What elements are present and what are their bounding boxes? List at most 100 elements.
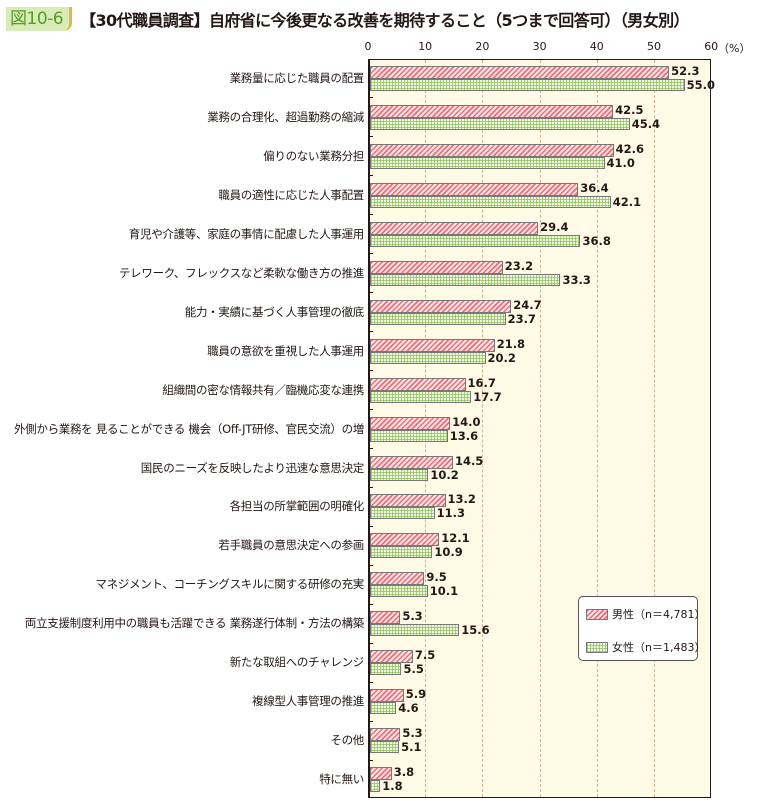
category-tick <box>368 97 373 99</box>
bar-male <box>370 572 425 586</box>
legend-label-male: 男性（n＝4,781） <box>612 608 706 621</box>
category-label: マネジメント、コーチングスキルに関する研修の充実 <box>95 577 364 592</box>
category-label: 職員の適性に応じた人事配置 <box>218 187 364 202</box>
bar-female <box>370 195 611 208</box>
value-label-male: 29.4 <box>540 219 569 234</box>
value-label-male: 5.9 <box>405 687 427 702</box>
legend-label-female: 女性（n＝1,483） <box>612 641 706 654</box>
bar-male <box>370 104 614 118</box>
gridline <box>539 60 541 797</box>
bar-female <box>370 468 429 481</box>
bar-female <box>370 741 400 754</box>
female-grid-swatch-icon <box>586 641 608 653</box>
bar-male <box>370 66 670 79</box>
legend-item-female: 女性（n＝1,483） <box>586 639 705 655</box>
bar-female <box>370 780 381 793</box>
legend-item-male: 男性（n＝4,781） <box>586 606 705 622</box>
value-label-male: 16.7 <box>467 375 496 390</box>
bar-male <box>370 455 453 469</box>
category-tick <box>368 486 373 488</box>
category-tick <box>368 759 373 761</box>
category-tick <box>368 331 373 333</box>
category-label: 業務量に応じた職員の配置 <box>229 71 365 85</box>
x-tick-label: 30 <box>532 40 547 53</box>
category-label: 外側から業務を 見ることができる 機会（Off-JT研修、官民交流）の増 <box>13 421 364 436</box>
value-label-female: 15.6 <box>461 623 490 638</box>
bar-male <box>370 767 392 781</box>
value-label-male: 9.5 <box>426 570 447 585</box>
value-label-female: 55.0 <box>686 78 715 92</box>
category-tick <box>368 720 373 722</box>
value-label-female: 33.3 <box>562 272 591 287</box>
category-tick <box>368 370 373 372</box>
category-tick <box>368 525 373 527</box>
bar-male <box>370 377 466 391</box>
category-label: テレワーク、フレックスなど柔軟な働き方の推進 <box>118 265 364 280</box>
category-tick <box>368 603 373 605</box>
value-label-male: 7.5 <box>414 648 436 663</box>
category-label: 職員の意欲を重視した人事運用 <box>207 343 364 358</box>
category-tick <box>368 448 373 450</box>
value-label-female: 1.8 <box>382 779 403 794</box>
value-label-female: 13.6 <box>449 428 479 443</box>
bar-female <box>370 156 605 169</box>
category-tick <box>368 136 373 138</box>
bar-male <box>370 689 404 703</box>
value-label-female: 42.1 <box>612 194 642 209</box>
category-tick <box>368 681 373 683</box>
gridline <box>482 60 484 797</box>
value-label-male: 42.5 <box>615 102 644 117</box>
bar-female <box>370 507 435 520</box>
bar-female <box>370 546 433 559</box>
gridline <box>654 60 655 797</box>
value-label-female: 20.2 <box>487 350 516 365</box>
value-label-female: 36.8 <box>582 233 611 248</box>
bar-female <box>370 702 397 715</box>
category-tick <box>368 253 373 255</box>
category-label: 能力・実績に基づく人事管理の徹底 <box>184 304 365 319</box>
value-label-female: 41.0 <box>606 155 635 170</box>
x-tick-label: 0 <box>364 40 372 53</box>
legend: 男性（n＝4,781） 女性（n＝1,483） <box>578 596 705 661</box>
category-label: 特に無い <box>319 772 364 787</box>
category-label: 国民のニーズを反映したより迅速な意思決定 <box>140 460 365 475</box>
x-tick-label: 10 <box>418 40 433 53</box>
value-label-female: 5.1 <box>401 740 422 755</box>
value-label-male: 13.2 <box>447 492 476 507</box>
category-label: 育児や介護等、家庭の事情に配慮した人事運用 <box>128 226 365 241</box>
bar-male <box>370 299 512 313</box>
bar-female <box>370 429 448 442</box>
value-label-male: 5.3 <box>402 726 423 741</box>
x-tick-label: 20 <box>475 40 490 53</box>
bar-male <box>370 728 401 742</box>
category-label: 組織間の密な情報共有／臨機応変な連携 <box>162 382 364 397</box>
bar-female <box>370 351 486 364</box>
category-label: 新たな取組へのチャレンジ <box>229 655 365 670</box>
value-label-male: 5.3 <box>402 609 423 624</box>
bar-female <box>370 585 428 598</box>
value-label-female: 23.7 <box>507 311 536 326</box>
category-label: 各担当の所掌範囲の明確化 <box>229 499 365 514</box>
x-axis-unit: （%） <box>718 42 751 55</box>
value-label-female: 5.5 <box>403 662 424 677</box>
value-label-female: 10.1 <box>429 584 459 599</box>
x-tick-label: 60 <box>704 40 719 53</box>
bar-female <box>370 390 472 403</box>
bar-male <box>370 416 451 430</box>
category-label: その他 <box>330 733 364 748</box>
value-label-male: 24.7 <box>513 297 542 312</box>
x-axis-tick-labels: 0 10 20 30 40 50 60 （%） <box>0 40 760 56</box>
value-label-female: 4.6 <box>398 701 419 716</box>
value-label-male: 36.4 <box>580 180 609 195</box>
value-label-female: 45.4 <box>631 116 661 131</box>
category-label: 偏りのない業務分担 <box>263 148 364 163</box>
bar-female <box>370 117 630 130</box>
x-tick-label: 50 <box>647 40 661 53</box>
value-label-male: 21.8 <box>496 336 526 351</box>
bar-male <box>370 611 401 625</box>
category-tick <box>368 214 373 216</box>
value-label-male: 12.1 <box>441 531 470 546</box>
bar-female <box>370 624 460 637</box>
male-hatch-swatch-icon <box>586 608 608 620</box>
value-label-male: 23.2 <box>504 258 534 273</box>
